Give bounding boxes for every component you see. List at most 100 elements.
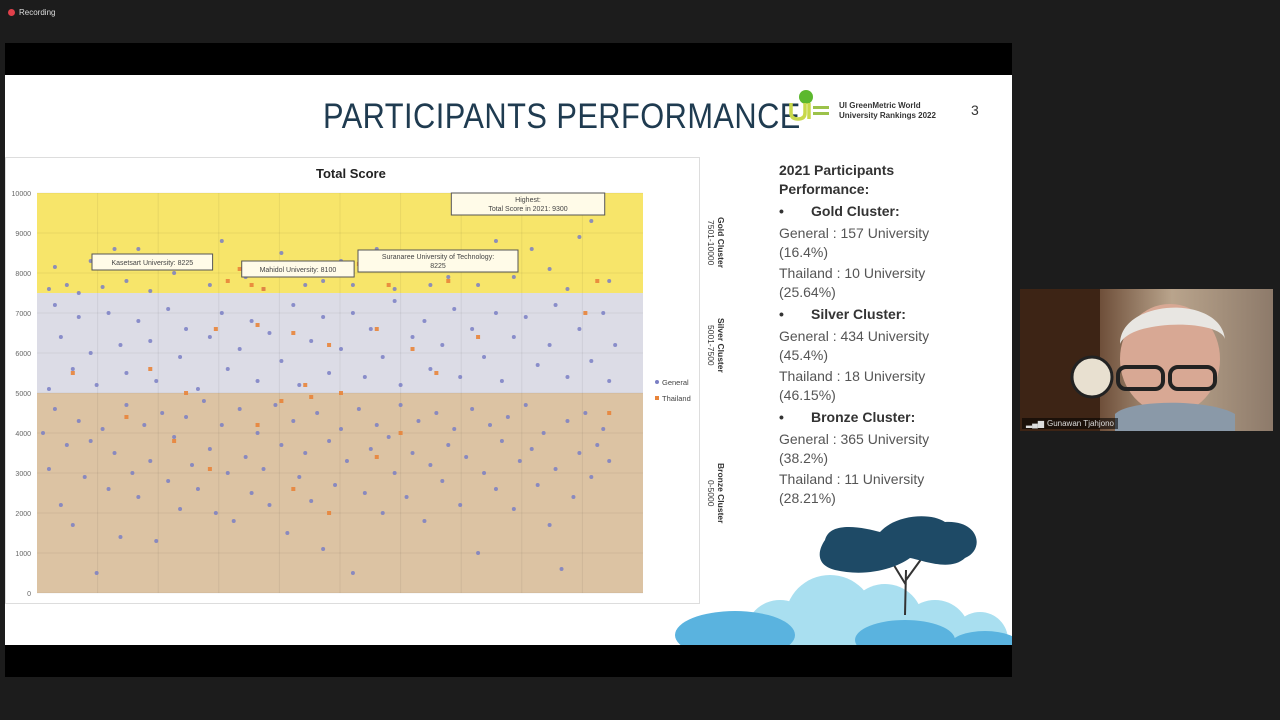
data-point-thailand: [291, 331, 296, 335]
cluster-thailand: Thailand : 18 University (46.15%): [779, 368, 926, 403]
data-point-general: [517, 459, 522, 463]
record-icon: [8, 9, 15, 16]
data-point-general: [118, 343, 123, 347]
data-point-general: [362, 491, 367, 495]
data-point-general: [88, 351, 93, 355]
data-point-general: [559, 567, 564, 571]
data-point-general: [392, 471, 397, 475]
data-point-thailand: [279, 399, 284, 403]
data-point-general: [297, 475, 302, 479]
y-tick-label: 4000: [15, 431, 31, 438]
cluster-name: Silver Cluster:: [811, 306, 906, 322]
data-point-general: [464, 455, 469, 459]
participant-video-tile[interactable]: ▂▄▆ Gunawan Tjahjono: [1020, 289, 1273, 431]
data-point-general: [339, 347, 343, 351]
data-point-general: [124, 403, 129, 407]
data-point-general: [267, 331, 272, 335]
legend-marker: [655, 380, 659, 384]
participant-name-tag: ▂▄▆ Gunawan Tjahjono: [1022, 418, 1118, 429]
annotation-callout: Highest: Total Score in 2021: 9300: [450, 192, 606, 216]
data-point-general: [291, 303, 296, 307]
data-point-general: [339, 427, 343, 431]
y-tick-label: 2000: [15, 511, 31, 518]
data-point-general: [523, 403, 528, 407]
data-point-general: [190, 463, 194, 467]
logo-text-line: UI GreenMetric World: [839, 101, 921, 110]
data-point-general: [601, 311, 606, 315]
data-point-general: [547, 523, 552, 527]
data-point-general: [327, 371, 332, 375]
data-point-general: [52, 407, 57, 411]
participant-name: Gunawan Tjahjono: [1046, 419, 1114, 428]
y-tick-label: 10000: [12, 191, 32, 198]
data-point-general: [452, 427, 457, 431]
data-point-general: [541, 431, 546, 435]
cluster-thailand: Thailand : 11 University (28.21%): [779, 471, 925, 506]
data-point-general: [493, 311, 498, 315]
bronze-cluster-label: Bronze Cluster 0-5000: [706, 448, 726, 538]
annotation-box: [241, 260, 355, 278]
data-point-general: [523, 315, 528, 319]
data-point-thailand: [327, 511, 332, 515]
data-point-general: [255, 379, 260, 383]
data-point-general: [64, 283, 69, 287]
data-point-general: [386, 435, 391, 439]
data-point-thailand: [124, 415, 129, 419]
data-point-thailand: [327, 343, 332, 347]
data-point-general: [285, 531, 290, 535]
data-point-general: [46, 467, 51, 471]
scatter-chart: 0 1000 2000 3000 4000 5000 6000 7000 8000 9000 100…: [12, 191, 691, 598]
data-point-general: [440, 343, 445, 347]
data-point-general: [166, 307, 171, 311]
data-point-general: [476, 551, 481, 555]
participant-video-feed: [1020, 289, 1235, 431]
data-point-general: [535, 363, 540, 367]
slide: PARTICIPANTS PERFORMANCE UI GreenMetric …: [5, 75, 1012, 645]
data-point-thailand: [398, 431, 403, 435]
chart-title: Total Score: [316, 166, 386, 181]
data-point-general: [583, 411, 588, 415]
data-point-thailand: [339, 391, 343, 395]
data-point-general: [470, 407, 475, 411]
signal-bars-icon: ▂▄▆: [1026, 419, 1044, 428]
data-point-thailand: [261, 287, 266, 291]
annotation-box: [357, 249, 519, 273]
data-point-general: [529, 247, 534, 251]
data-point-general: [70, 523, 75, 527]
data-point-general: [499, 439, 504, 443]
data-point-general: [553, 303, 558, 307]
data-point-general: [201, 399, 206, 403]
data-point-general: [482, 471, 487, 475]
data-point-general: [261, 467, 266, 471]
data-point-general: [267, 503, 272, 507]
data-point-thailand: [434, 371, 439, 375]
data-point-general: [601, 427, 606, 431]
data-point-general: [577, 235, 582, 239]
data-point-general: [446, 443, 451, 447]
data-point-thailand: [255, 423, 260, 427]
data-point-general: [422, 319, 427, 323]
data-point-general: [565, 419, 570, 423]
data-point-general: [589, 359, 594, 363]
data-point-general: [482, 355, 487, 359]
y-tick-label: 5000: [15, 391, 31, 398]
data-point-general: [106, 311, 111, 315]
data-point-general: [52, 303, 57, 307]
data-point-general: [368, 327, 373, 331]
data-point-thailand: [255, 323, 260, 327]
data-point-thailand: [309, 395, 314, 399]
annotation-callout: Suranaree University of Technology: 8225: [357, 249, 519, 273]
data-point-general: [154, 379, 159, 383]
data-point-general: [124, 371, 129, 375]
data-point-general: [136, 495, 141, 499]
data-point-general: [380, 355, 385, 359]
data-point-thailand: [410, 347, 415, 351]
data-point-general: [142, 423, 147, 427]
data-point-general: [231, 519, 236, 523]
data-point-general: [327, 439, 332, 443]
band-range: 5001-7500: [706, 325, 716, 366]
data-point-general: [368, 447, 373, 451]
data-point-general: [434, 411, 439, 415]
data-point-general: [195, 387, 200, 391]
bullet: •: [779, 203, 784, 219]
